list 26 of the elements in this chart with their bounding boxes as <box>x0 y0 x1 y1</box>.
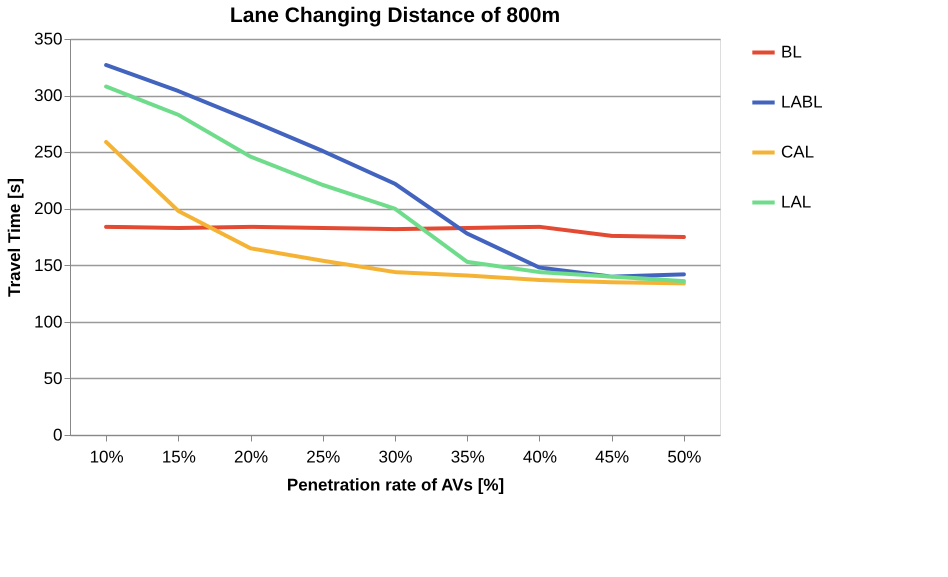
y-tick-label: 50 <box>44 368 62 388</box>
legend-label: LAL <box>781 192 812 212</box>
line-series <box>104 224 686 239</box>
x-tick-label: 20% <box>234 448 268 466</box>
line-series <box>104 140 686 286</box>
x-tick-label: 15% <box>162 448 196 466</box>
y-tick-label: 150 <box>34 256 62 275</box>
legend-label: CAL <box>781 142 814 162</box>
x-axis-title: Penetration rate of AVs [%] <box>286 476 504 494</box>
legend-label: LABL <box>781 92 823 112</box>
x-tick-label: 40% <box>522 448 557 466</box>
y-tick-label: 200 <box>34 199 62 218</box>
x-tick-label: 30% <box>378 448 413 466</box>
legend-label: BL <box>781 42 802 62</box>
y-tick-label: 350 <box>34 30 62 48</box>
x-tick-label: 45% <box>595 448 630 466</box>
x-tick-label: 35% <box>450 448 485 466</box>
y-tick-label: 0 <box>53 426 62 444</box>
y-tick-label: 250 <box>34 142 62 162</box>
x-tick-label: 50% <box>667 448 702 466</box>
x-tick-label: 25% <box>306 448 340 466</box>
chart-title: Lane Changing Distance of 800m <box>230 4 560 27</box>
y-tick-label: 100 <box>34 312 62 332</box>
y-axis-title: Travel Time [s] <box>5 178 24 297</box>
y-tick-label: 300 <box>34 86 62 106</box>
x-tick-label: 10% <box>90 448 124 466</box>
